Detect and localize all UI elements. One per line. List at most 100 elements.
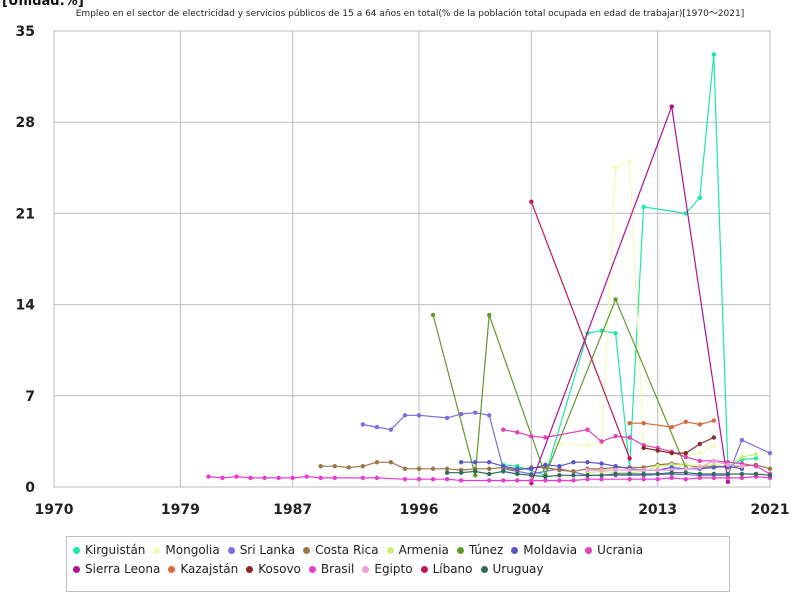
y-tick-label: 35 xyxy=(16,24,35,40)
data-point xyxy=(360,422,366,427)
legend-item: Sierra Leona xyxy=(73,562,160,576)
series-line xyxy=(432,297,687,478)
legend-swatch xyxy=(153,546,161,554)
data-point xyxy=(697,475,703,481)
data-point xyxy=(585,427,590,432)
data-point xyxy=(655,467,660,473)
series-line xyxy=(503,429,771,475)
data-point xyxy=(767,473,773,478)
data-point xyxy=(585,476,590,482)
data-point xyxy=(627,435,632,440)
chart-title: Empleo en el sector de electricidad y se… xyxy=(75,9,745,19)
data-point xyxy=(613,433,618,439)
legend-label: Uruguay xyxy=(492,562,544,576)
x-tick-label: 1979 xyxy=(161,502,200,518)
legend-label: Ucrania xyxy=(597,543,644,557)
data-point xyxy=(627,467,632,473)
data-point xyxy=(571,473,576,478)
x-tick-label: 2013 xyxy=(638,502,677,518)
data-point xyxy=(739,475,745,481)
data-point xyxy=(515,478,520,483)
data-point xyxy=(669,470,674,475)
data-point xyxy=(262,475,267,481)
data-point xyxy=(360,475,366,481)
data-point xyxy=(725,462,731,468)
series-line xyxy=(559,160,715,457)
legend-item: Uruguay xyxy=(480,562,544,576)
data-point xyxy=(543,478,548,483)
data-point xyxy=(613,331,618,336)
data-point xyxy=(697,465,703,470)
data-point xyxy=(346,465,352,470)
legend-label: Mongolia xyxy=(165,543,220,557)
y-tick-label: 7 xyxy=(25,389,35,405)
data-point xyxy=(711,458,717,464)
data-point xyxy=(697,195,703,200)
legend-label: Líbano xyxy=(432,562,473,576)
legend-swatch xyxy=(246,565,254,573)
series-line xyxy=(447,470,771,478)
data-point xyxy=(416,476,422,482)
data-point xyxy=(402,413,408,418)
data-point xyxy=(725,475,731,481)
y-tick-label: 21 xyxy=(16,206,35,222)
data-point xyxy=(487,478,492,483)
data-point xyxy=(613,471,618,477)
data-point xyxy=(739,454,745,460)
data-point xyxy=(501,463,506,469)
data-point xyxy=(501,469,506,474)
legend-swatch xyxy=(73,565,80,573)
data-point xyxy=(753,456,759,461)
data-point xyxy=(599,473,604,478)
data-point xyxy=(557,467,562,473)
y-tick-label: 28 xyxy=(16,115,35,131)
y-tick-label: 0 xyxy=(25,480,35,496)
data-point xyxy=(543,462,548,468)
data-point xyxy=(585,460,590,465)
legend-item: Costa Rica xyxy=(303,543,379,557)
data-point xyxy=(444,466,450,471)
data-point xyxy=(585,443,590,448)
legend-swatch xyxy=(585,546,593,554)
data-point xyxy=(627,420,632,426)
plot-area xyxy=(53,30,771,488)
data-point xyxy=(430,476,436,482)
data-point xyxy=(543,435,548,440)
data-point xyxy=(683,466,688,471)
data-point xyxy=(697,458,703,464)
data-point xyxy=(711,471,717,477)
legend-label: Brasil xyxy=(320,562,355,576)
y-tick-label: 14 xyxy=(16,298,36,314)
data-point xyxy=(683,419,688,425)
data-point xyxy=(402,466,408,471)
legend-item: Kazajstán xyxy=(168,562,238,576)
data-point xyxy=(627,159,632,164)
data-point xyxy=(360,463,366,469)
data-point xyxy=(430,312,436,318)
data-point xyxy=(515,471,520,477)
legend-swatch xyxy=(303,546,311,554)
data-point xyxy=(487,460,492,465)
data-point xyxy=(753,463,759,469)
data-point xyxy=(627,476,632,482)
data-point xyxy=(444,470,450,475)
data-point xyxy=(641,420,646,426)
data-point xyxy=(711,52,717,57)
data-point xyxy=(669,475,674,481)
unit-label: [Unidad:%] xyxy=(2,0,84,9)
legend-label: Costa Rica xyxy=(315,543,379,557)
data-point xyxy=(458,411,464,417)
data-point xyxy=(304,474,309,479)
data-point xyxy=(501,478,506,483)
series-line xyxy=(530,201,631,459)
legend-swatch xyxy=(73,546,80,554)
series-line xyxy=(629,420,714,428)
legend-swatch xyxy=(227,546,235,554)
line-chart: 1970 1979 1987 1996 2004 2013 2021 0 7 14 21 28 35 xyxy=(16,24,790,518)
data-point xyxy=(374,475,380,481)
legend-swatch xyxy=(420,565,428,573)
data-point xyxy=(557,473,562,478)
data-point xyxy=(711,443,717,448)
data-point xyxy=(529,466,534,471)
data-point xyxy=(669,450,674,456)
